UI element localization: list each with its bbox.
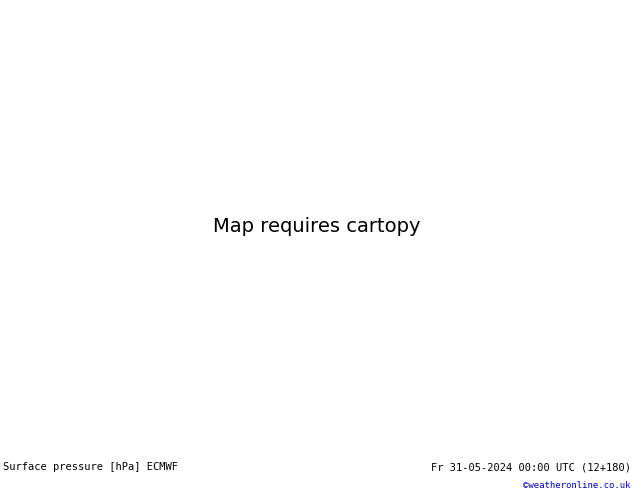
Text: Fr 31-05-2024 00:00 UTC (12+180): Fr 31-05-2024 00:00 UTC (12+180) [431, 462, 631, 472]
Text: ©weatheronline.co.uk: ©weatheronline.co.uk [523, 481, 631, 490]
Text: Surface pressure [hPa] ECMWF: Surface pressure [hPa] ECMWF [3, 462, 178, 472]
Text: Map requires cartopy: Map requires cartopy [213, 217, 421, 236]
